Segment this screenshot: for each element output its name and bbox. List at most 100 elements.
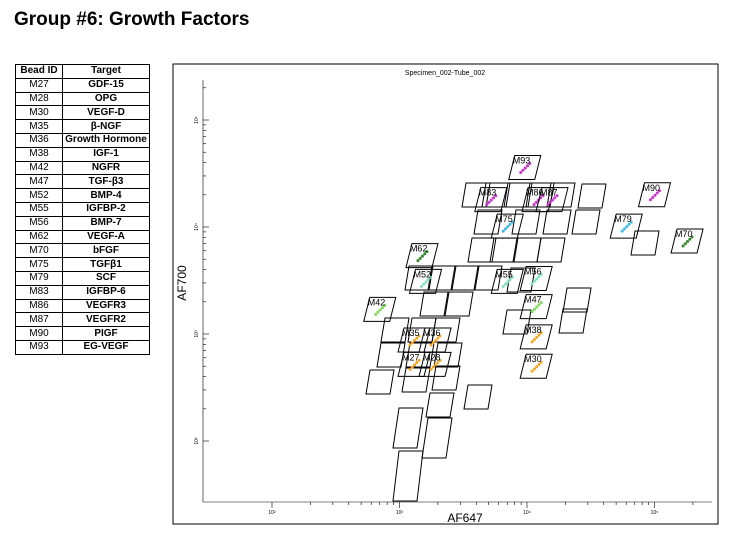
gate-label: M30 [524, 354, 542, 364]
event-dot [374, 312, 378, 316]
event-dot [525, 164, 529, 168]
empty-gate [419, 291, 449, 317]
gate-m93 [508, 154, 542, 180]
event-dot [681, 244, 685, 248]
event-dot [546, 203, 550, 207]
population-m42: M42 [363, 296, 397, 322]
event-dot [378, 308, 382, 312]
population-m70: M70 [670, 228, 704, 254]
table-header-row: Bead ID Target [15, 64, 150, 79]
event-dot [530, 340, 534, 344]
event-dot [501, 284, 505, 288]
empty-gate [380, 317, 410, 343]
population-m62: M62 [405, 243, 439, 269]
event-dot [530, 369, 534, 373]
slide-title: Group #6: Growth Factors [14, 9, 250, 30]
event-dot [658, 189, 661, 193]
event-dot [620, 229, 624, 233]
empty-gate [546, 182, 576, 208]
event-dot [535, 277, 539, 281]
gate-label: M35 [402, 328, 420, 338]
event-dot [424, 280, 428, 284]
event-dot [629, 220, 633, 224]
event-dot [423, 252, 427, 256]
empty-gate [392, 407, 424, 449]
table-row: M47 TGF-β3 [15, 174, 150, 190]
x-tick-label: 10⁴ [523, 510, 531, 516]
empty-gate [433, 342, 463, 368]
table-row: M28 OPG [15, 91, 150, 107]
population-m56: M56 [519, 266, 553, 292]
x-tick-label: 10⁵ [651, 510, 659, 516]
event-dot [501, 229, 505, 233]
empty-gate [365, 369, 395, 395]
gate-label: M55 [495, 269, 513, 279]
population-m55: M55 [490, 268, 524, 294]
population-m47: M47 [519, 294, 553, 320]
event-dot [408, 343, 412, 347]
event-dot [523, 166, 527, 170]
event-dot [519, 170, 523, 174]
population-m52: M52 [408, 268, 443, 294]
event-dot [508, 278, 512, 282]
event-dot [408, 367, 412, 371]
event-dot [539, 273, 543, 277]
event-dot [410, 365, 414, 369]
event-dot [413, 363, 417, 367]
event-dot [541, 194, 545, 198]
event-dot [429, 275, 433, 279]
event-dot [506, 280, 510, 284]
gate-m83 [474, 187, 508, 213]
event-dot [434, 363, 438, 367]
event-dot [537, 303, 541, 307]
gate-label: M38 [524, 325, 542, 335]
gate-label: M75 [495, 214, 513, 224]
empty-gate [376, 342, 406, 368]
population-m93: M93 [508, 154, 542, 180]
event-dot [434, 338, 438, 342]
gate-label: M28 [423, 352, 441, 362]
event-dot [532, 338, 536, 342]
empty-gate [431, 317, 461, 343]
event-dot [537, 362, 541, 366]
gate-m56 [519, 266, 553, 292]
gate-m38 [519, 324, 553, 350]
gate-label: M90 [643, 183, 661, 193]
empty-gate [577, 183, 607, 209]
event-dot [426, 278, 430, 282]
gate-label: M36 [423, 328, 441, 338]
event-dot [417, 334, 421, 338]
event-dot [521, 168, 525, 172]
table-row: M36 Growth Hormone [15, 132, 150, 148]
event-dot [548, 200, 552, 204]
empty-gate [431, 365, 461, 391]
bead-id-cell: M93 [15, 339, 63, 355]
gate-m70 [670, 228, 704, 254]
event-dot [381, 306, 384, 310]
event-dot [535, 365, 539, 369]
event-dot [425, 250, 429, 254]
event-dot [537, 333, 541, 337]
event-dot [622, 227, 626, 231]
event-dot [415, 336, 419, 340]
event-dot [539, 301, 543, 305]
event-dot [420, 284, 424, 288]
event-dot [410, 341, 414, 345]
population-m90: M90 [637, 182, 672, 208]
table-row: M30 VEGF-D [15, 105, 150, 121]
event-dot [487, 200, 491, 204]
y-tick-label: 10² [194, 437, 200, 445]
event-dot [438, 358, 442, 362]
empty-gate [502, 309, 532, 335]
event-dot [555, 194, 559, 198]
gate-label: M62 [410, 244, 428, 254]
table-row: M93 EG-VEGF [15, 339, 150, 355]
gate-m52 [408, 268, 443, 294]
event-dot [537, 275, 541, 279]
event-dot [510, 220, 514, 224]
gate-label: M56 [524, 267, 542, 277]
axes: 10² 10³ 10⁴ 10⁵ 10² 10³ 10⁴ 10⁵ [194, 80, 712, 516]
event-dot [417, 358, 421, 362]
empty-gate [401, 367, 431, 393]
event-dot [416, 259, 420, 263]
